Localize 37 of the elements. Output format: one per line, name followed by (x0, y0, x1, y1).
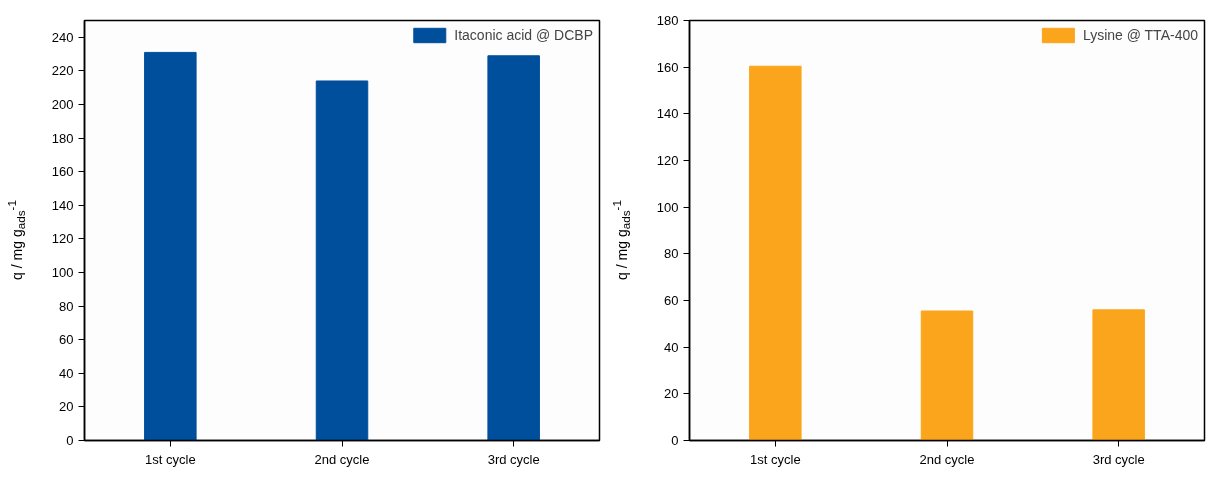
x-tick-label: 1st cycle (145, 451, 196, 467)
y-tick-label: 60 (59, 332, 74, 348)
bar (1092, 309, 1145, 441)
y-tick-label: 100 (51, 265, 74, 280)
y-tick-label: 240 (51, 29, 74, 45)
y-tick-label: 20 (664, 386, 679, 402)
y-tick-label: 40 (664, 339, 679, 355)
x-tick-label: 2nd cycle (919, 451, 975, 467)
y-tick-label: 0 (671, 433, 679, 448)
y-tick-label: 140 (51, 197, 74, 213)
y-tick-label: 20 (59, 399, 74, 415)
y-tick-label: 200 (51, 97, 74, 112)
y-tick-label: 100 (656, 199, 679, 215)
y-tick-label: 180 (51, 130, 74, 146)
y-tick-label: 80 (59, 298, 74, 314)
y-tick-label: 160 (51, 164, 74, 180)
legend-label: Lysine @ TTA-400 (1082, 27, 1198, 43)
bar (487, 55, 540, 441)
bar (920, 310, 974, 441)
legend-label: Itaconic acid @ DCBP (454, 27, 593, 43)
x-tick-label: 3rd cycle (487, 451, 540, 467)
bar (315, 80, 369, 441)
y-tick-label: 160 (656, 59, 679, 75)
y-tick-label: 140 (656, 106, 679, 122)
y-tick-label: 120 (656, 153, 679, 168)
y-tick-label: 220 (51, 63, 74, 79)
y-tick-label: 80 (664, 246, 679, 262)
bar (749, 65, 802, 441)
y-tick-label: 180 (656, 13, 679, 28)
x-tick-label: 3rd cycle (1092, 451, 1145, 467)
y-tick-label: 0 (66, 433, 74, 448)
y-tick-label: 60 (664, 293, 679, 308)
x-tick-label: 2nd cycle (314, 451, 370, 467)
y-tick-label: 120 (51, 231, 74, 247)
x-tick-label: 1st cycle (750, 451, 801, 467)
bar (144, 51, 197, 441)
y-tick-label: 40 (59, 365, 74, 381)
